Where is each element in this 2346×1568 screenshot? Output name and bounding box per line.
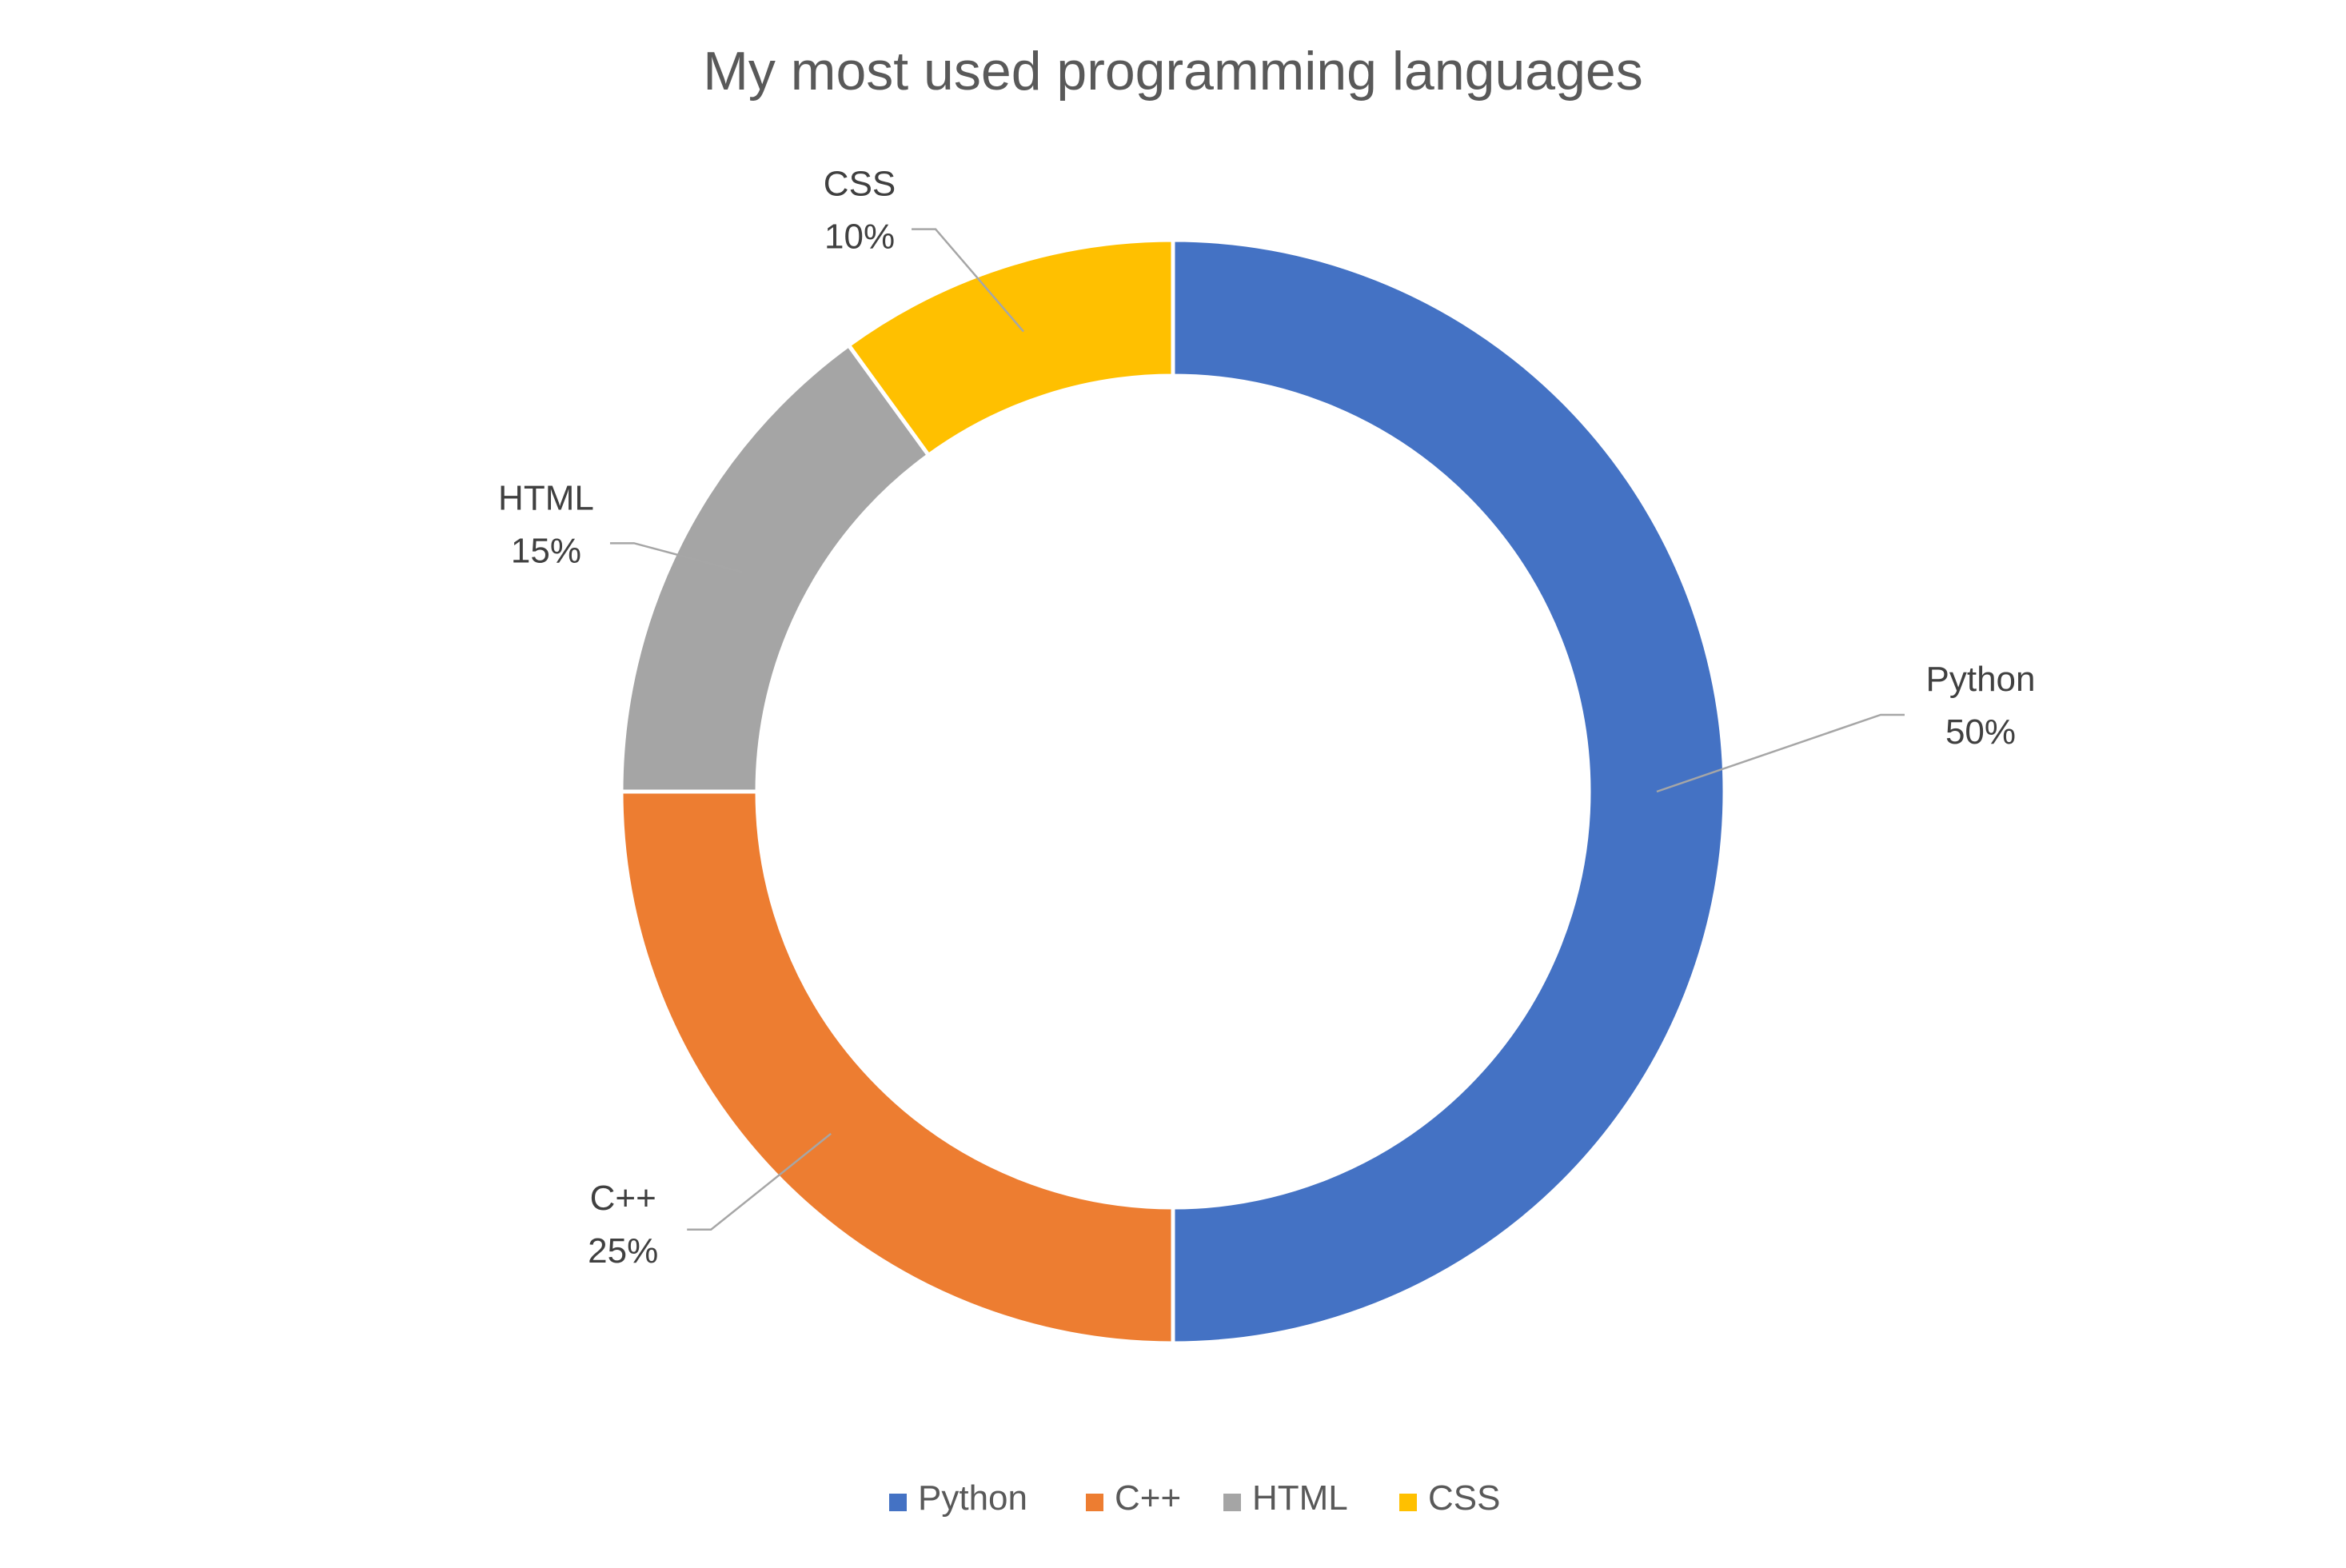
legend-label-html: HTML xyxy=(1252,1478,1348,1518)
legend-label-python: Python xyxy=(918,1478,1027,1518)
legend-label-css: CSS xyxy=(1428,1478,1500,1518)
legend-item-python[interactable]: Python xyxy=(889,1478,1027,1518)
slice-cplusplus[interactable] xyxy=(619,789,1175,1346)
slice-python[interactable] xyxy=(1171,237,1727,1346)
leader-line-css xyxy=(912,228,1024,333)
legend: Python C++ HTML CSS xyxy=(889,1478,1500,1518)
slice-css[interactable] xyxy=(845,237,1175,458)
legend-item-css[interactable]: CSS xyxy=(1399,1478,1500,1518)
legend-swatch-cplusplus xyxy=(1086,1494,1103,1511)
legend-item-cplusplus[interactable]: C++ xyxy=(1086,1478,1181,1518)
data-label-value-html: 15% xyxy=(511,531,581,570)
leader-line-python xyxy=(1656,713,1905,793)
legend-label-cplusplus: C++ xyxy=(1115,1478,1181,1518)
leader-line-html xyxy=(609,542,743,573)
legend-item-html[interactable]: HTML xyxy=(1223,1478,1348,1518)
data-label-value-css: 10% xyxy=(824,217,895,257)
legend-swatch-python xyxy=(889,1494,907,1511)
slice-html[interactable] xyxy=(619,342,932,794)
leader-lines-group xyxy=(609,228,1905,1231)
leader-line-cplusplus xyxy=(687,1132,832,1231)
data-label-value-cplusplus: 25% xyxy=(588,1231,658,1271)
data-label-value-python: 50% xyxy=(1945,712,2016,752)
legend-swatch-html xyxy=(1223,1494,1241,1511)
data-label-category-python: Python xyxy=(1926,660,2036,699)
data-label-category-html: HTML xyxy=(498,478,594,517)
data-labels-group: Python 50% C++ 25% HTML 15% CSS 10% xyxy=(498,165,2035,1271)
chart-title: My most used programming languages xyxy=(703,41,1642,102)
data-label-category-css: CSS xyxy=(824,165,896,204)
data-label-category-cplusplus: C++ xyxy=(590,1179,656,1218)
legend-swatch-css xyxy=(1399,1494,1417,1511)
slices-group xyxy=(619,237,1727,1346)
